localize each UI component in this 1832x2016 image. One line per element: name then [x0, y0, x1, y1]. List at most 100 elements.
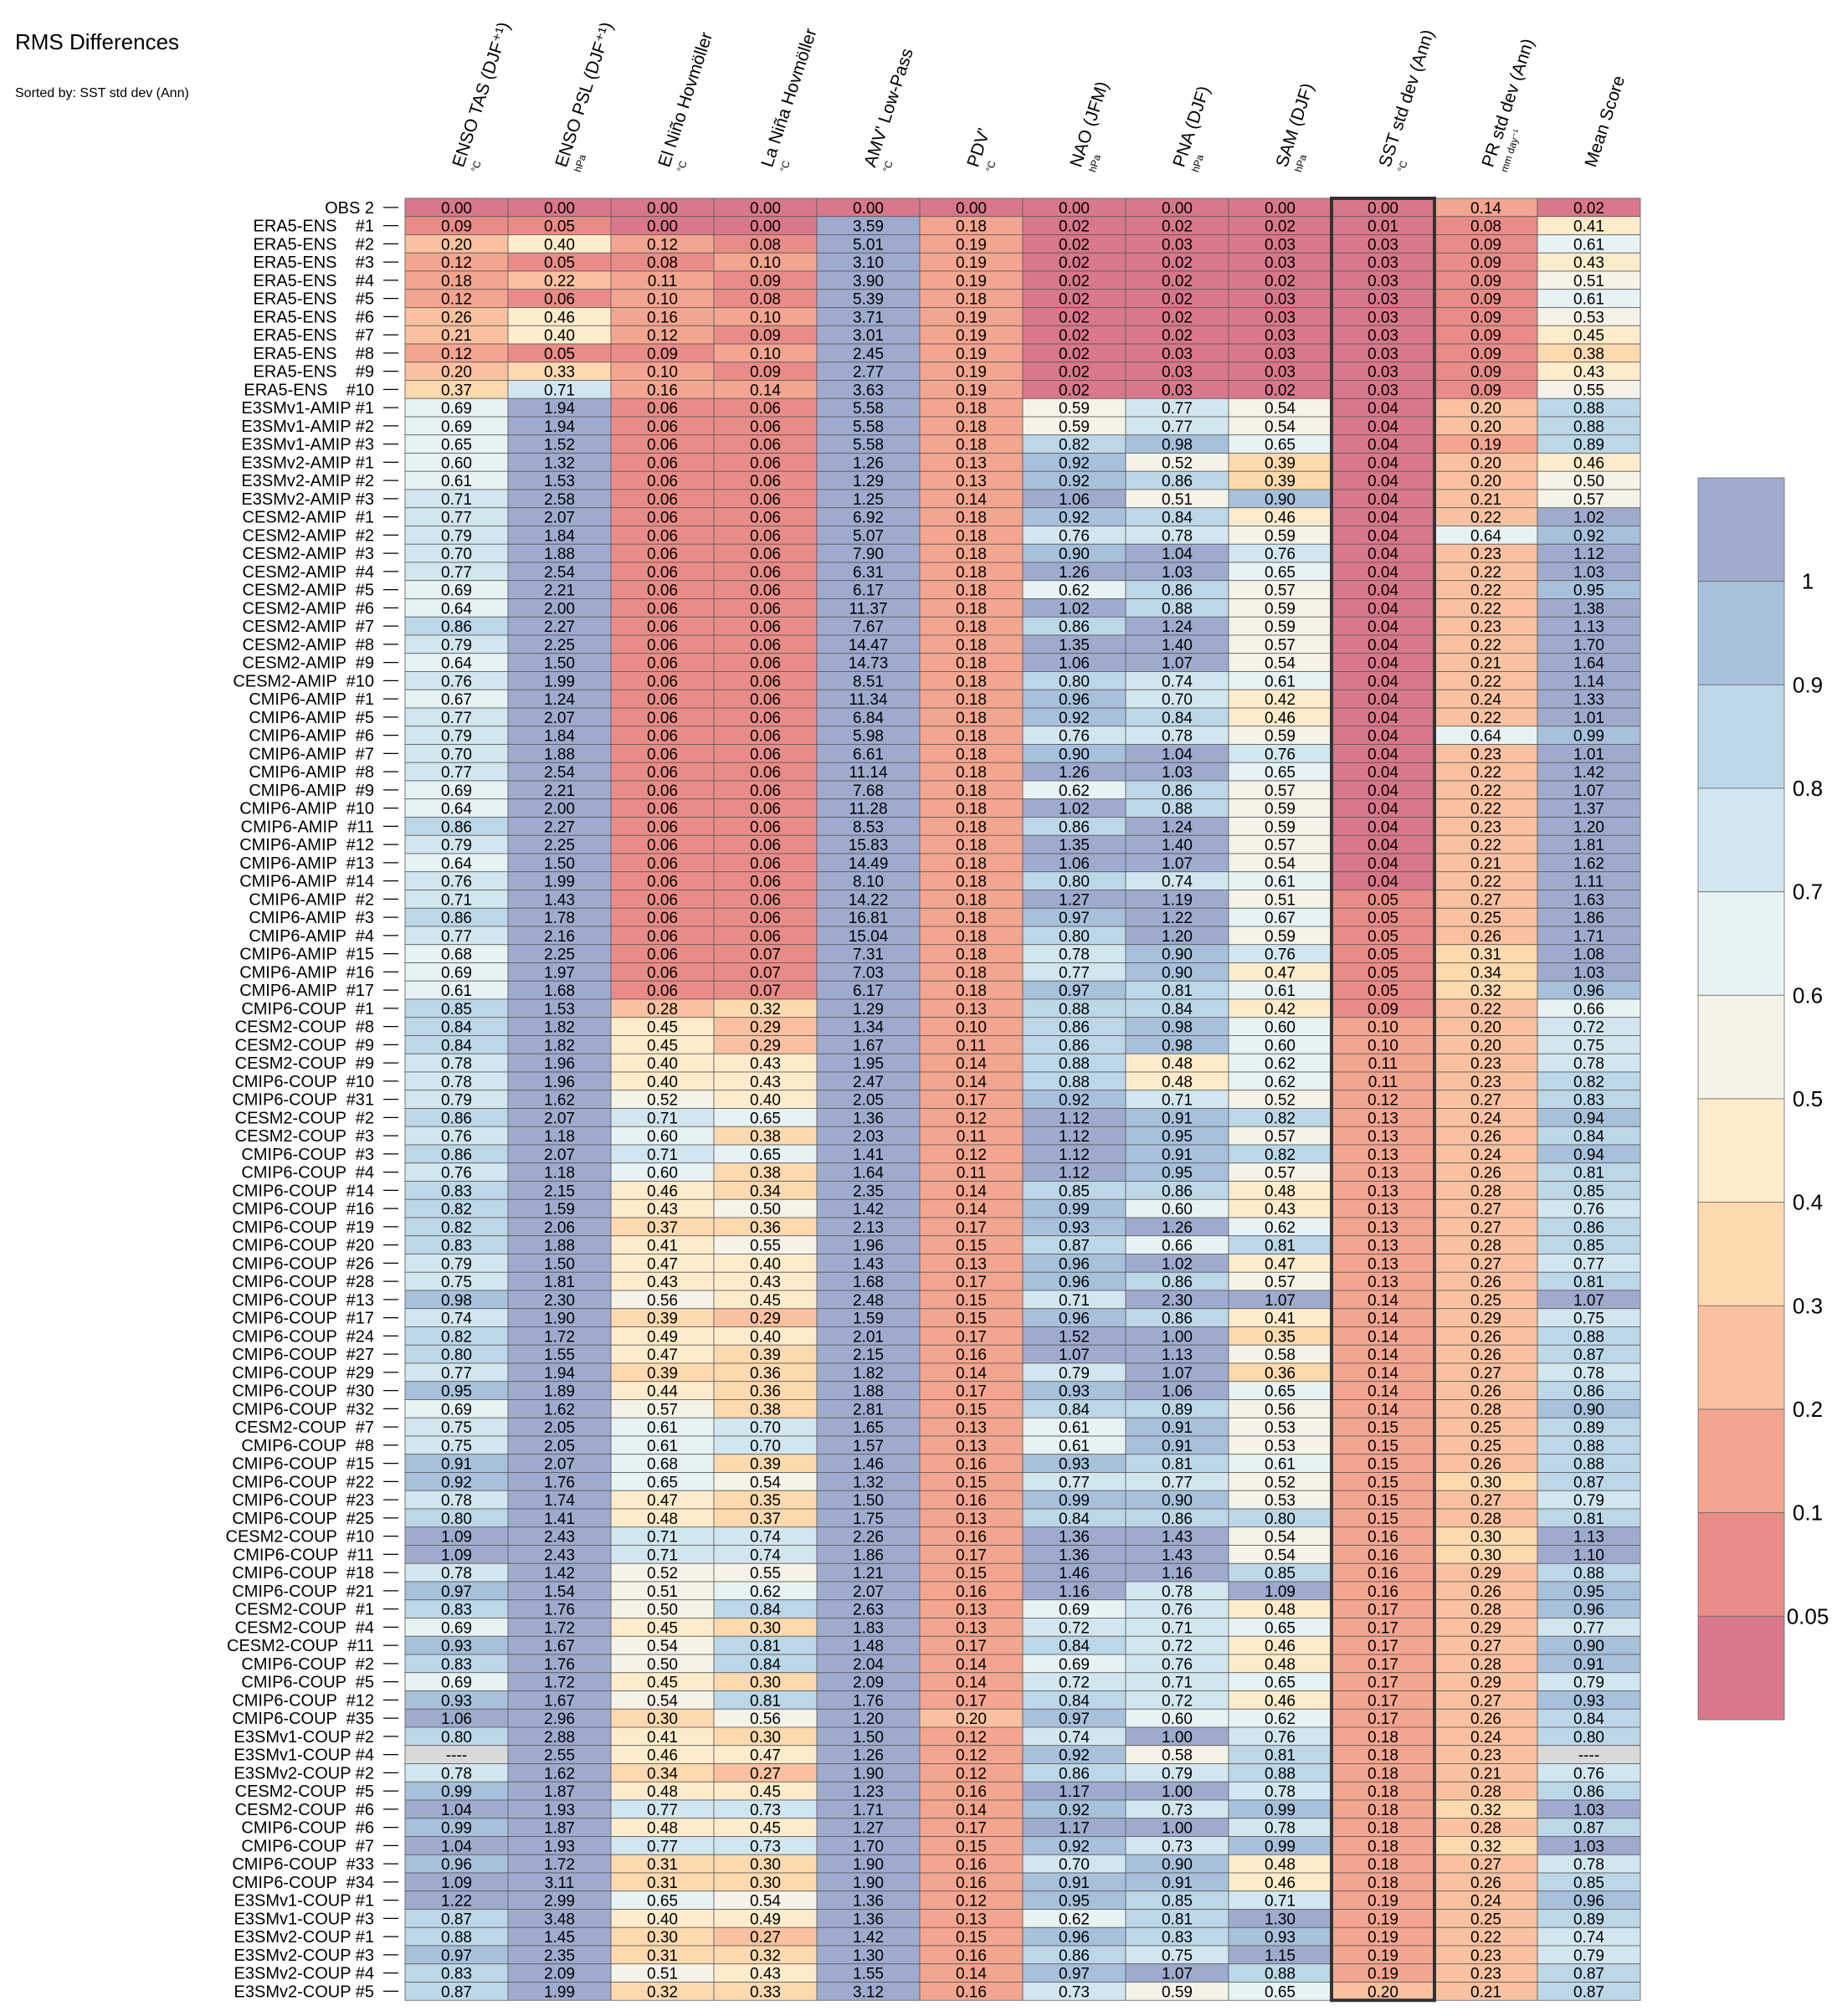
cell-value: 0.87 — [441, 1911, 472, 1928]
cell-value: 0.04 — [1368, 655, 1398, 673]
cell-value: 1.68 — [853, 1274, 884, 1291]
cell-value: 0.08 — [1470, 218, 1501, 236]
cell-value: 0.53 — [1573, 309, 1604, 326]
cell-value: 1.09 — [1265, 1583, 1296, 1601]
cell-value: 3.01 — [853, 327, 884, 345]
cell-value: 0.50 — [750, 1201, 781, 1218]
cell-value: 0.59 — [1265, 600, 1296, 618]
cell-value: 0.21 — [1470, 1765, 1501, 1783]
column-header: ENSO PSL (DJF⁺¹)hPa — [552, 20, 617, 174]
cell-value: 0.71 — [1162, 1675, 1193, 1692]
row-label: CMIP6-COUP #17 — [232, 1310, 374, 1328]
cell-value: 0.40 — [750, 1328, 781, 1346]
cell-value: 1.12 — [1059, 1110, 1090, 1127]
cell-value: 3.10 — [853, 254, 884, 272]
cell-value: 6.84 — [853, 710, 884, 727]
cell-value: 0.06 — [647, 710, 678, 727]
cell-value: 0.85 — [1059, 1182, 1090, 1200]
cell-value: 0.20 — [441, 364, 472, 382]
row-label: CESM2-COUP #10 — [226, 1528, 374, 1547]
cell-value: 0.09 — [1470, 346, 1501, 363]
cell-value: 0.67 — [1265, 910, 1296, 927]
cell-value: 0.93 — [1059, 1456, 1090, 1474]
cell-value: 0.14 — [956, 1365, 987, 1382]
cell-value: 0.65 — [1265, 764, 1296, 782]
cell-value: 0.76 — [441, 1128, 472, 1146]
cell-value: 0.46 — [1265, 510, 1296, 527]
cell-value: 0.74 — [1162, 874, 1193, 891]
cell-value: 0.61 — [647, 1419, 678, 1437]
cell-value: 0.22 — [544, 273, 575, 290]
column-unit: hPa — [1189, 153, 1206, 174]
cell-value: 0.94 — [1573, 1110, 1604, 1127]
cell-value: 0.20 — [956, 1711, 987, 1728]
cell-value: 0.70 — [1162, 691, 1193, 709]
cell-value: 0.03 — [1265, 309, 1296, 326]
cell-value: 1.83 — [853, 1619, 884, 1637]
cell-value: 0.09 — [1470, 327, 1501, 345]
cell-value: 0.19 — [1368, 1929, 1398, 1947]
cell-value: 0.59 — [1265, 801, 1296, 818]
cell-value: 1.96 — [544, 1074, 575, 1091]
row-label: ERA5-ENS #10 — [244, 381, 374, 399]
cell-value: 0.26 — [1470, 928, 1501, 946]
cell-value: 1.07 — [1162, 1365, 1193, 1382]
cell-value: 0.76 — [441, 874, 472, 891]
cell-value: 0.23 — [1470, 1747, 1501, 1765]
cell-value: 0.13 — [956, 1602, 987, 1619]
cell-value: 0.20 — [1470, 400, 1501, 418]
cell-value: 3.59 — [853, 218, 884, 236]
cell-value: 0.22 — [1470, 510, 1501, 527]
cell-value: 2.00 — [544, 600, 575, 618]
cell-value: 0.59 — [1265, 728, 1296, 746]
cell-value: 0.20 — [1470, 1019, 1501, 1037]
cell-value: 0.32 — [750, 1001, 781, 1018]
cell-value: 0.58 — [1162, 1747, 1193, 1765]
cell-value: 0.90 — [1162, 1492, 1193, 1510]
cell-value: 0.23 — [1470, 1055, 1501, 1073]
heatmap-cell — [1537, 1982, 1641, 2001]
cell-value: 0.79 — [441, 527, 472, 545]
cell-value: 1.00 — [1162, 1328, 1193, 1346]
cell-value: 0.18 — [1368, 1729, 1398, 1747]
cell-value: 0.27 — [1470, 1856, 1501, 1874]
cell-value: 0.02 — [1162, 254, 1193, 272]
cell-value: 0.10 — [750, 254, 781, 272]
cell-value: 0.26 — [1470, 1456, 1501, 1474]
cell-value: 0.86 — [1162, 782, 1193, 800]
cell-value: 0.99 — [441, 1783, 472, 1801]
cell-value: 0.52 — [647, 1565, 678, 1583]
cell-value: 0.96 — [1573, 1602, 1604, 1619]
column-name: SAM (DJF) — [1272, 81, 1317, 170]
cell-value: 0.53 — [1265, 1419, 1296, 1437]
cell-value: 0.18 — [956, 746, 987, 763]
cell-value: 0.16 — [956, 1529, 987, 1547]
cell-value: 0.10 — [750, 309, 781, 326]
cell-value: 0.74 — [750, 1529, 781, 1547]
cell-value: 1.03 — [1573, 564, 1604, 582]
cell-value: 1.62 — [544, 1765, 575, 1783]
cell-value: 0.17 — [1368, 1602, 1398, 1619]
cell-value: 0.95 — [1573, 1583, 1604, 1601]
cell-value: 0.16 — [956, 1456, 987, 1474]
cell-value: 2.54 — [544, 764, 575, 782]
row-label: OBS 2 — [325, 199, 374, 218]
cell-value: 1.86 — [853, 1547, 884, 1564]
cell-value: 0.06 — [750, 691, 781, 709]
cell-value: 0.64 — [441, 801, 472, 818]
cell-value: 1.42 — [544, 1565, 575, 1583]
cell-value: 0.84 — [1059, 1638, 1090, 1655]
cell-value: 1.90 — [544, 1311, 575, 1328]
cell-value: 0.17 — [956, 1092, 987, 1110]
cell-value: 0.22 — [1470, 673, 1501, 690]
cell-value: 1.99 — [544, 673, 575, 690]
cell-value: 0.94 — [1573, 1147, 1604, 1164]
cell-value: 0.04 — [1368, 728, 1398, 746]
row-label: ERA5-ENS #9 — [253, 363, 374, 382]
cell-value: 0.03 — [1265, 364, 1296, 382]
cell-value: 0.90 — [1162, 946, 1193, 964]
cell-value: 0.88 — [1573, 418, 1604, 436]
row-label: E3SMv1-AMIP #1 — [241, 399, 374, 418]
cell-value: 0.24 — [1470, 1729, 1501, 1747]
cell-value: 14.22 — [849, 891, 889, 909]
